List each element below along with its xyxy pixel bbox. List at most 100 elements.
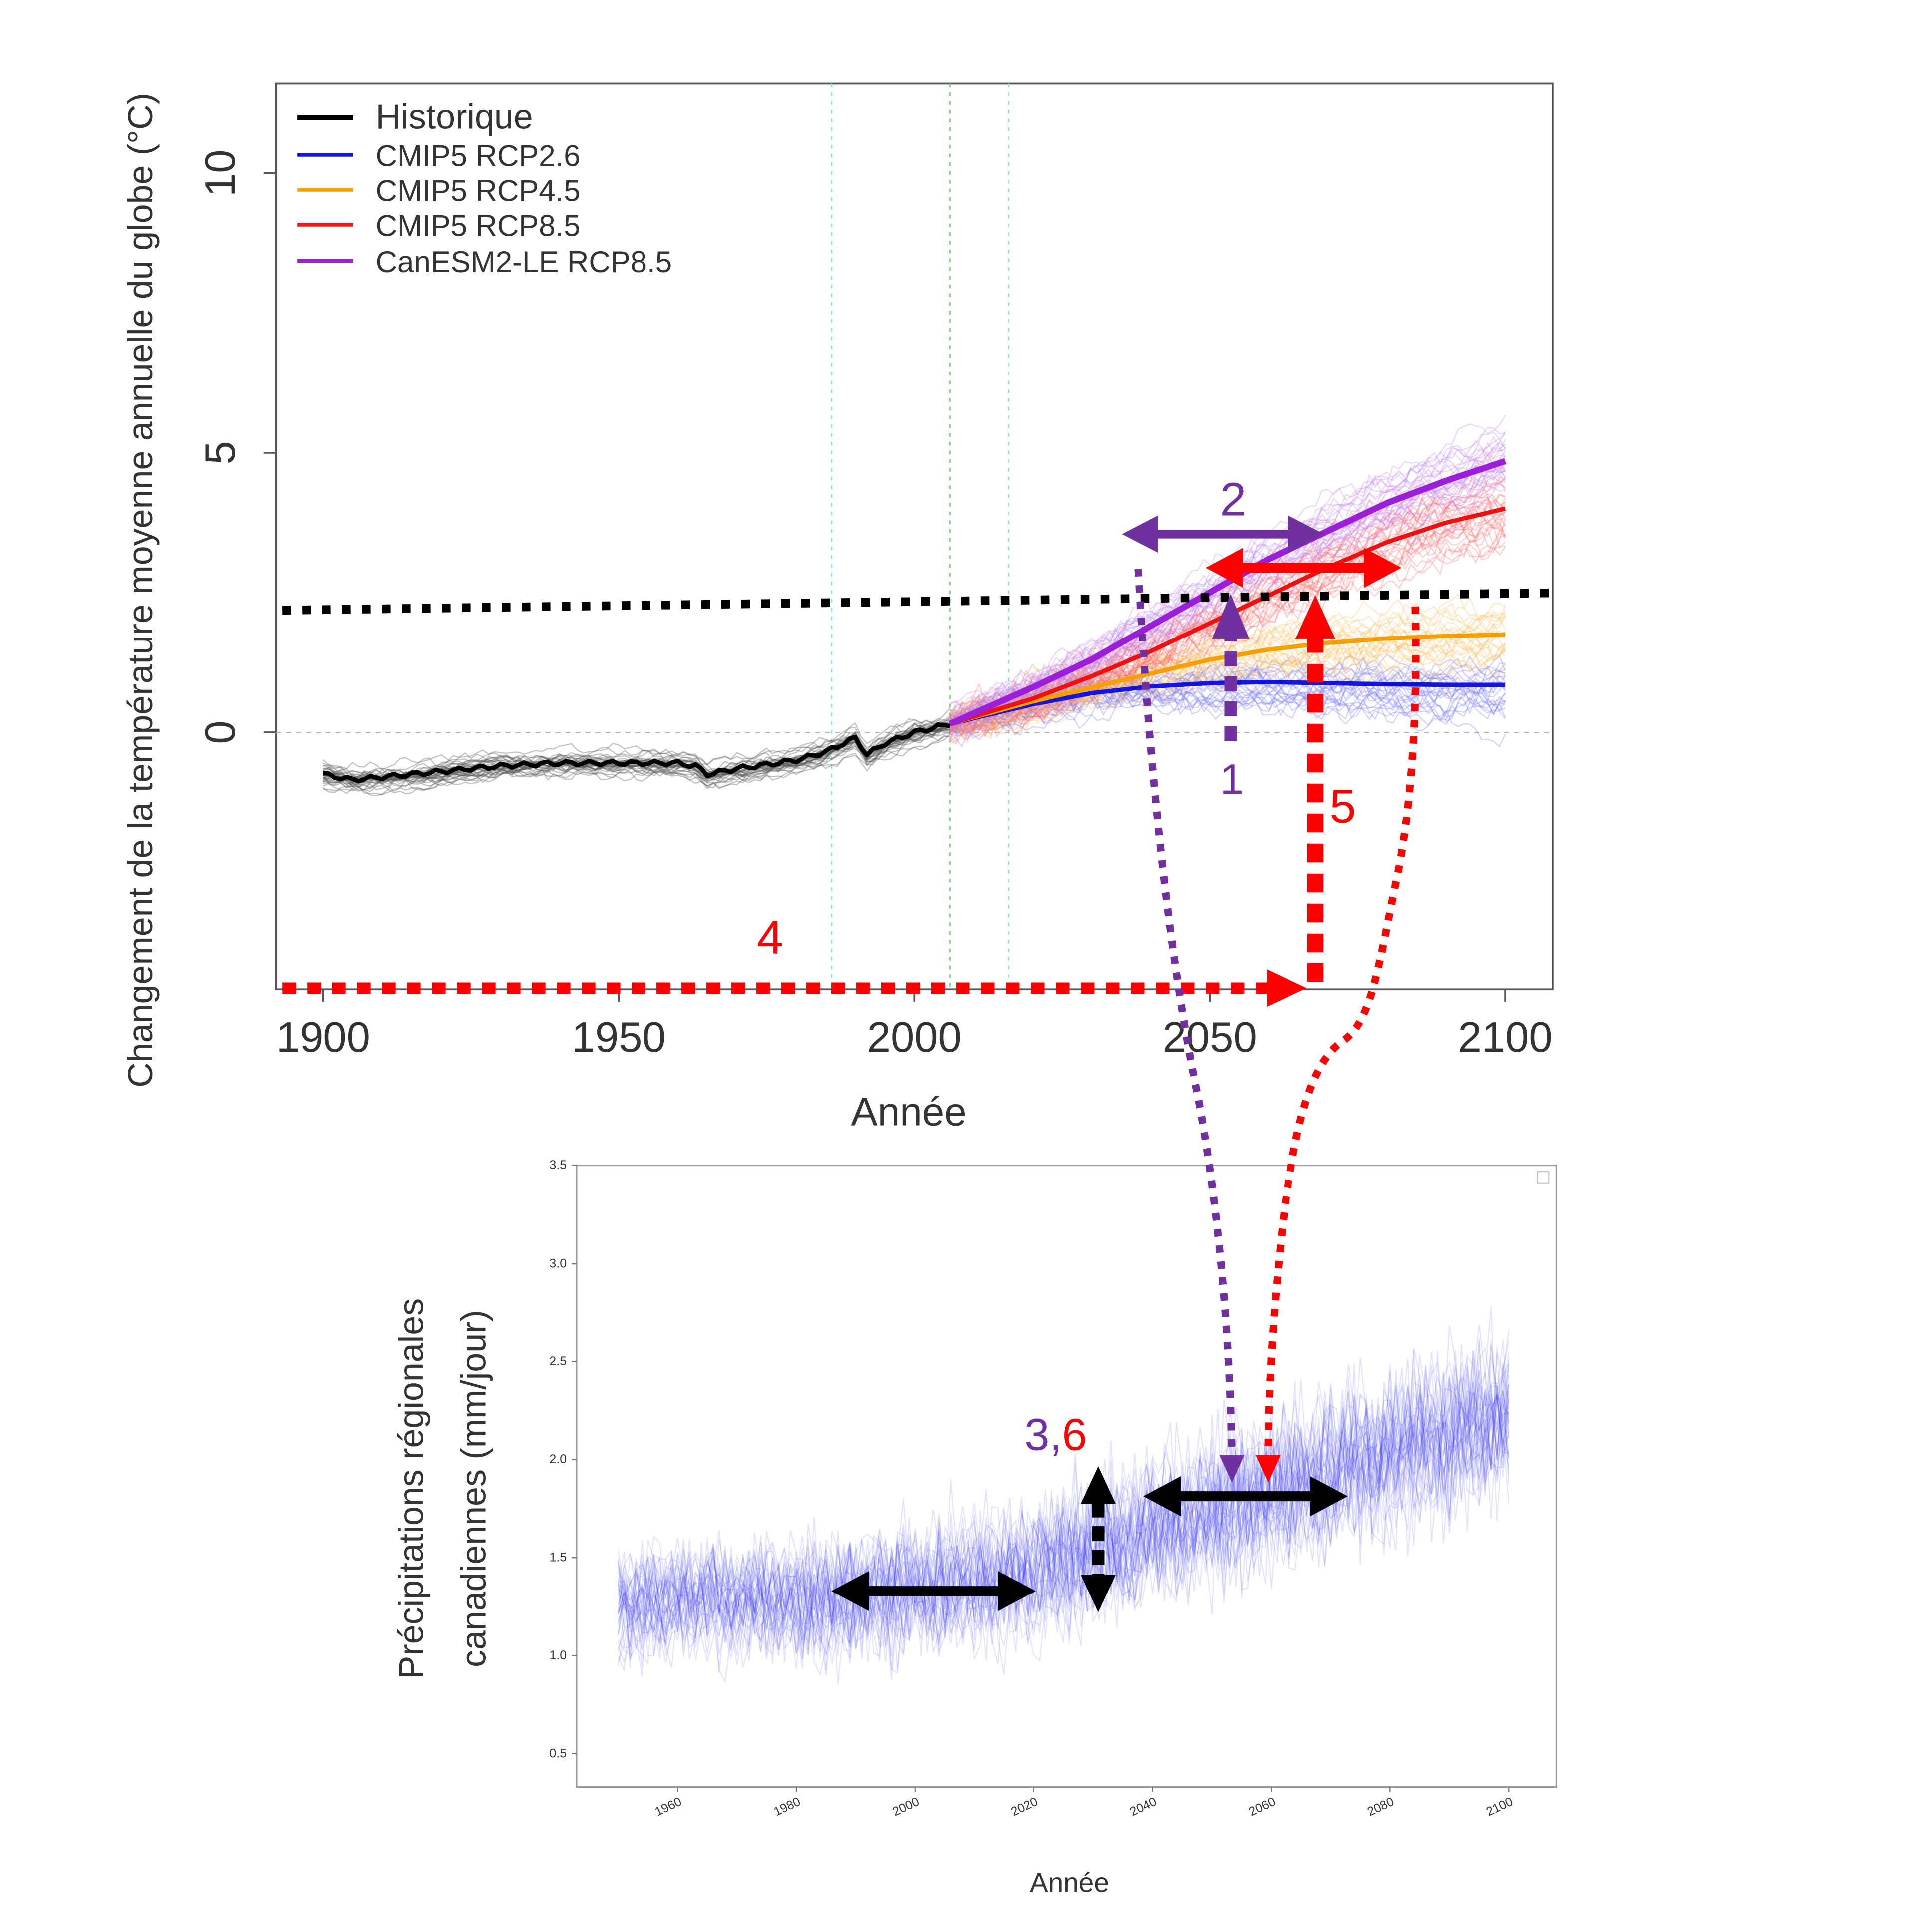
label-2: 2	[1220, 473, 1247, 526]
arrow-red-horizontal-right-head	[1364, 548, 1402, 588]
arrow-2-left-head	[1122, 515, 1158, 553]
precip-member-32	[618, 1364, 1510, 1626]
precip-member-28	[618, 1396, 1509, 1658]
bottom-y-axis-label: Précipitations régionales canadiennes (mm…	[392, 1298, 493, 1679]
arrow-4-head	[1267, 969, 1307, 1007]
bottom-ensemble-members	[618, 1306, 1510, 1684]
precip-member-14	[618, 1381, 1509, 1670]
precip-member-22	[618, 1350, 1510, 1643]
y-label-line-2: canadiennes (mm/jour)	[454, 1310, 493, 1667]
precipitation-chart: 1960 1980 2000 2020 2040 2060 2080 2100 0.5 1.0 1…	[392, 1158, 1557, 1898]
label-1: 1	[1220, 756, 1244, 803]
top-ensemble-members	[322, 415, 1506, 796]
y-tick-label: 2.5	[549, 1354, 567, 1368]
label-5: 5	[1329, 780, 1356, 833]
precip-member-12	[618, 1329, 1510, 1633]
arrow-1-head	[1212, 594, 1250, 639]
bottom-legend-box	[1537, 1171, 1550, 1184]
ensemble-member-3-21	[950, 453, 1506, 718]
x-tick-label: 2020	[1009, 1795, 1040, 1819]
y-tick-label: 1.0	[549, 1648, 567, 1662]
precip-member-9	[618, 1375, 1510, 1680]
ensemble-member-0-7	[323, 707, 951, 775]
precip-member-18	[618, 1375, 1509, 1663]
precip-member-16	[618, 1406, 1510, 1684]
ensemble-member-0-20	[323, 727, 950, 787]
black-arrow-vertical-top-head	[1080, 1466, 1116, 1504]
black-arrow-late-left-head	[1143, 1476, 1181, 1517]
bottom-plot-frame	[576, 1165, 1557, 1788]
black-arrow-vertical-bottom-head	[1080, 1575, 1116, 1612]
ensemble-member-0-8	[322, 717, 951, 770]
ensemble-member-0-6	[322, 728, 950, 786]
precip-member-38	[618, 1347, 1510, 1640]
legend-label: Historique	[376, 97, 533, 136]
precip-member-5	[618, 1396, 1510, 1674]
black-arrow-late-right-head	[1310, 1476, 1348, 1517]
ensemble-member-4-8	[949, 481, 1506, 733]
label-4: 4	[757, 911, 783, 964]
red-connector-head	[1255, 1455, 1281, 1483]
y-tick-label: 0.5	[549, 1746, 567, 1760]
ensemble-member-2-14	[950, 643, 1506, 732]
ensemble-member-1-2	[949, 685, 1506, 736]
precip-member-2	[618, 1357, 1510, 1662]
x-tick-label: 1900	[276, 1014, 370, 1061]
precip-member-8	[618, 1385, 1510, 1674]
black-arrow-early-left-head	[831, 1571, 869, 1611]
precip-member-23	[618, 1363, 1510, 1656]
legend-label: CanESM2-LE RCP8.5	[376, 245, 672, 279]
top-x-ticks: 1900 1950 2000 2050 2100	[276, 989, 1553, 1061]
purple-connector-head	[1219, 1455, 1245, 1483]
series-line-0	[323, 722, 951, 784]
ensemble-member-0-31	[322, 733, 951, 792]
y-tick-label: 3.0	[549, 1257, 567, 1271]
precip-member-0	[618, 1325, 1510, 1662]
precip-member-4	[618, 1338, 1510, 1661]
precip-member-6	[618, 1384, 1510, 1677]
black-arrow-early-right-head	[998, 1571, 1036, 1611]
arrow-5-head	[1295, 595, 1335, 639]
y-tick-label: 1.5	[549, 1551, 567, 1565]
y-tick-label: 3.5	[549, 1158, 567, 1172]
purple-dotted-connector	[1134, 569, 1236, 1455]
precip-member-30	[618, 1350, 1510, 1649]
legend-label: CMIP5 RCP8.5	[376, 209, 581, 242]
x-tick-label: 2060	[1247, 1795, 1278, 1819]
x-tick-label: 2080	[1365, 1795, 1396, 1819]
precip-member-10	[618, 1347, 1509, 1649]
precip-member-17	[618, 1375, 1510, 1645]
precip-member-13	[618, 1374, 1510, 1665]
legend-label: CMIP5 RCP2.6	[376, 139, 581, 172]
x-tick-label: 2000	[890, 1795, 921, 1819]
label-3-6: 3,6	[1024, 1410, 1087, 1460]
y-tick-label: 10	[197, 149, 244, 197]
x-tick-label: 2100	[1458, 1014, 1553, 1061]
top-y-axis-label: Changement de la température moyenne ann…	[121, 93, 160, 1088]
precip-member-11	[618, 1357, 1510, 1657]
precip-member-21	[618, 1358, 1510, 1671]
ensemble-member-0-0	[323, 715, 950, 776]
label-3: 3	[1024, 1410, 1049, 1460]
x-tick-label: 1950	[572, 1014, 666, 1061]
precip-member-34	[618, 1306, 1510, 1627]
label-6: 6	[1062, 1410, 1087, 1460]
x-tick-label: 2000	[867, 1014, 962, 1061]
precip-member-29	[618, 1383, 1510, 1684]
bottom-x-axis-label: Année	[1030, 1867, 1109, 1898]
precip-member-7	[618, 1359, 1510, 1670]
ensemble-member-2-1	[950, 613, 1506, 722]
precip-member-31	[618, 1340, 1510, 1649]
legend-label: CMIP5 RCP4.5	[376, 174, 581, 207]
precip-member-25	[618, 1325, 1510, 1622]
ensemble-member-0-3	[323, 728, 950, 788]
x-tick-label: 2100	[1484, 1795, 1515, 1819]
x-tick-label: 1960	[653, 1795, 684, 1819]
x-tick-label: 2050	[1163, 1014, 1257, 1061]
precip-member-27	[618, 1354, 1510, 1643]
precip-member-37	[618, 1359, 1510, 1659]
y-tick-label: 0	[197, 720, 244, 744]
x-tick-label: 1980	[771, 1795, 802, 1819]
arrow-2-right-head	[1288, 515, 1324, 553]
